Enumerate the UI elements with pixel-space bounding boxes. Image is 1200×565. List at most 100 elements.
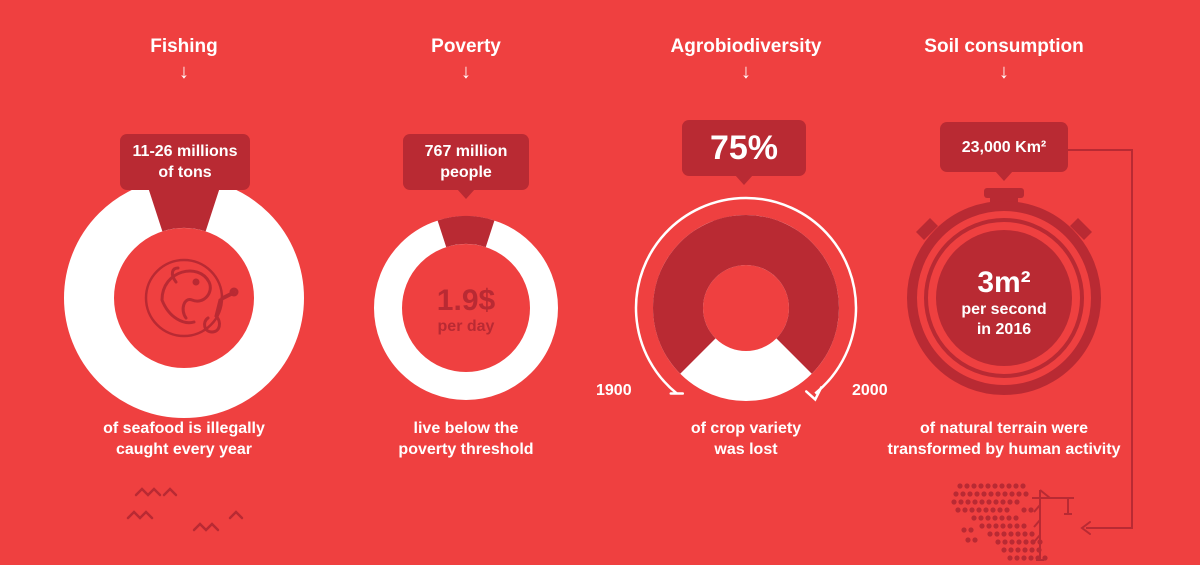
map-dot <box>1007 555 1013 561</box>
map-dot <box>1015 547 1021 553</box>
map-dot <box>995 491 1001 497</box>
map-dot <box>986 523 992 529</box>
map-dot <box>972 499 978 505</box>
map-dot <box>1006 515 1012 521</box>
map-dot <box>955 507 961 513</box>
stopwatch-icon <box>907 188 1101 395</box>
map-dot <box>1004 507 1010 513</box>
callout-main: 75% <box>709 129 779 167</box>
map-dot <box>971 483 977 489</box>
soil-center-label: 3m² per second in 2016 <box>944 266 1064 340</box>
agro-donut <box>634 196 858 402</box>
timeline-arc <box>634 196 858 395</box>
map-dot <box>1007 523 1013 529</box>
poverty-donut <box>374 216 558 400</box>
map-dot <box>961 527 967 533</box>
map-dot <box>971 515 977 521</box>
callout-main: 23,000 Km² <box>961 138 1047 156</box>
connector-line <box>1066 149 1133 529</box>
map-dot <box>1015 531 1021 537</box>
map-dot <box>1029 547 1035 553</box>
map-dot <box>978 483 984 489</box>
panel-soil-consumption: Soil consumption ↓ 23,000 Km² 3m² per se… <box>864 0 1144 565</box>
map-dot <box>992 483 998 489</box>
map-dot <box>988 491 994 497</box>
map-dot <box>994 531 1000 537</box>
arc-arrowhead-icon <box>804 386 823 402</box>
italy-map-icon <box>951 483 1048 561</box>
map-dot <box>958 499 964 505</box>
arrow-down-icon: ↓ <box>999 61 1009 83</box>
map-dot <box>1013 515 1019 521</box>
map-dot <box>1020 483 1026 489</box>
fishing-description: of seafood is illegally caught every yea… <box>44 418 324 460</box>
map-dot <box>993 523 999 529</box>
map-dot <box>962 507 968 513</box>
donut-ring <box>64 178 304 418</box>
map-dot <box>969 507 975 513</box>
map-dot <box>1013 483 1019 489</box>
map-dot <box>964 483 970 489</box>
callout-line-1: 767 million <box>424 143 508 160</box>
map-dot <box>1014 555 1020 561</box>
agro-description: of crop variety was lost <box>606 418 886 460</box>
map-dot <box>951 499 957 505</box>
crane-icon <box>1032 489 1074 561</box>
panel-title: Fishing <box>150 36 218 57</box>
map-dot <box>1021 507 1027 513</box>
map-dot <box>985 483 991 489</box>
map-dot <box>1028 507 1034 513</box>
desc-line-1: of seafood is illegally <box>103 420 265 437</box>
map-dot <box>960 491 966 497</box>
map-dot <box>997 507 1003 513</box>
map-dot <box>978 515 984 521</box>
center-main: 3m² <box>977 266 1031 299</box>
map-dot <box>1002 491 1008 497</box>
map-dot <box>968 527 974 533</box>
map-dot <box>992 515 998 521</box>
map-dot <box>1009 491 1015 497</box>
panel-title: Agrobiodiversity <box>670 36 822 57</box>
map-dot <box>972 537 978 543</box>
desc-line-2: poverty threshold <box>398 441 534 458</box>
map-dot <box>979 523 985 529</box>
map-dot <box>999 515 1005 521</box>
map-dot <box>1022 531 1028 537</box>
agro-callout: 75% <box>682 120 806 185</box>
year-end-label: 2000 <box>852 382 888 399</box>
center-sub-2: in 2016 <box>976 321 1032 338</box>
map-dot <box>1021 555 1027 561</box>
map-dot <box>1007 499 1013 505</box>
desc-line-1: of crop variety <box>690 420 802 437</box>
map-dot <box>985 515 991 521</box>
arrow-down-icon: ↓ <box>461 61 471 83</box>
map-dot <box>1001 547 1007 553</box>
map-dot <box>983 507 989 513</box>
callout-line-2: of tons <box>158 164 212 181</box>
map-dot <box>976 507 982 513</box>
map-dot <box>981 491 987 497</box>
map-dot <box>1002 539 1008 545</box>
map-dot <box>1001 531 1007 537</box>
map-dot <box>1014 523 1020 529</box>
map-dot <box>1000 499 1006 505</box>
desc-line-2: caught every year <box>115 441 253 458</box>
fishing-callout: 11-26 millions of tons <box>120 134 250 199</box>
soil-callout: 23,000 Km² <box>940 122 1068 181</box>
poverty-callout: 767 million people <box>403 134 529 199</box>
callout-line-1: 11-26 millions <box>132 143 238 160</box>
map-dot <box>1016 539 1022 545</box>
arrow-down-icon: ↓ <box>741 61 751 83</box>
map-dot <box>953 491 959 497</box>
map-dot <box>979 499 985 505</box>
connector-arrowhead-icon <box>1080 521 1091 535</box>
map-dot <box>999 483 1005 489</box>
stopwatch-graphic <box>907 149 1133 561</box>
panel-title: Soil consumption <box>924 36 1084 57</box>
desc-line-2: transformed by human activity <box>887 441 1121 458</box>
map-dot <box>1028 555 1034 561</box>
poverty-description: live below the poverty threshold <box>326 418 606 460</box>
map-dot <box>986 499 992 505</box>
map-dot <box>965 537 971 543</box>
map-dot <box>1023 491 1029 497</box>
